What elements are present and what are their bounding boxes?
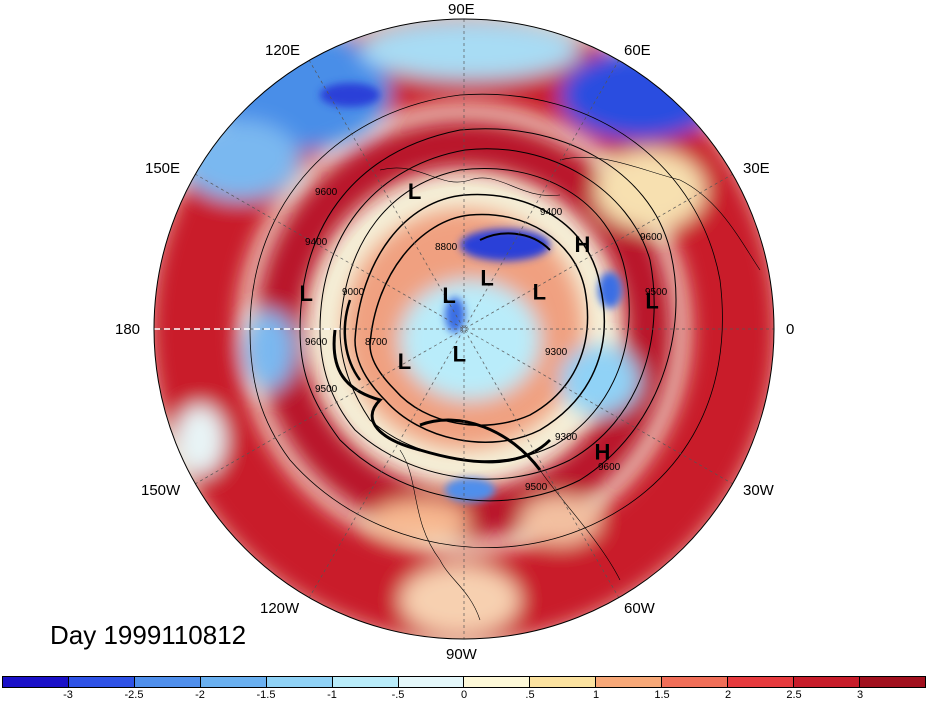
colorbar-segment: [200, 677, 267, 687]
colorbar-segment: [398, 677, 465, 687]
low-pressure-marker: L: [645, 288, 658, 313]
height-contour: [249, 93, 723, 548]
high-pressure-marker: H: [594, 439, 610, 464]
low-pressure-marker: L: [299, 281, 312, 306]
lon-label-60w: 60W: [624, 600, 656, 617]
coastline: [559, 157, 761, 271]
height-contour: [332, 329, 552, 464]
longitude-labels: 90E 60E 30E 0 30W 60W 90W 120W 150W 180 …: [115, 1, 794, 663]
colorbar-segment: [728, 677, 795, 687]
height-contour: [343, 299, 362, 381]
colorbar-segment: [662, 677, 729, 687]
colorbar-tick-label: 2.5: [786, 689, 802, 701]
high-pressure-marker: H: [574, 232, 590, 257]
lon-label-120w: 120W: [260, 600, 300, 617]
contour-label: 9600: [640, 232, 663, 243]
contour-label: 9600: [305, 337, 328, 348]
contour-label: 9300: [555, 432, 578, 443]
lon-label-0: 0: [786, 321, 794, 338]
map-boundary: [153, 18, 775, 640]
colorbar-tick-label: 0: [460, 689, 468, 701]
colorbar-tick-label: -3: [63, 689, 73, 701]
height-contour: [319, 148, 655, 480]
colorbar-ticks: -3 -2.5 -2 -1.5 -1 -.5 0 .5 1 1.5 2 2.5 3: [2, 689, 926, 703]
coastline: [379, 167, 561, 196]
map-title: Day 1999110812: [50, 620, 247, 650]
colorbar-tick-label: 1.5: [654, 689, 670, 701]
lon-label-90e: 90E: [448, 1, 475, 18]
coastline: [399, 449, 481, 621]
colorbar-tick-label: .5: [525, 689, 535, 701]
colorbar-segment: [68, 677, 135, 687]
contour-label: 9500: [525, 482, 548, 493]
contour-label: 9300: [545, 347, 568, 358]
meridian-line: [308, 59, 620, 599]
height-contour: [354, 193, 606, 443]
height-contour: [419, 418, 542, 471]
colorbar-segment: [134, 677, 201, 687]
colorbar-segment: [464, 677, 531, 687]
height-contours: [249, 93, 761, 621]
colorbar-segment: [859, 677, 925, 687]
colorbar-tick-label: -1: [327, 689, 337, 701]
lon-label-180: 180: [115, 321, 140, 338]
lon-label-60e: 60E: [624, 42, 651, 59]
colorbar-tick-label: 1: [592, 689, 600, 701]
lon-label-120e: 120E: [265, 42, 300, 59]
contour-label: 9400: [540, 207, 563, 218]
colorbar-tick-label: -2.5: [124, 689, 144, 701]
colorbar: [2, 676, 926, 688]
contour-label: 9500: [315, 384, 338, 395]
coastline: [539, 469, 621, 581]
contour-label: 8700: [365, 337, 388, 348]
contour-label: 9400: [305, 237, 328, 248]
lon-label-30e: 30E: [743, 160, 770, 177]
height-contour: [299, 128, 677, 502]
colorbar-tick-label: -2: [195, 689, 205, 701]
low-pressure-marker: L: [398, 349, 411, 374]
low-pressure-marker: L: [480, 265, 493, 290]
height-contour: [369, 213, 589, 426]
colorbar-tick-label: 2: [724, 689, 732, 701]
anomaly-field: [154, 19, 774, 639]
colorbar-tick-label: -1.5: [256, 689, 276, 701]
colorbar-segment: [266, 677, 333, 687]
contour-label: 9000: [342, 287, 365, 298]
meridian-line: [194, 173, 734, 485]
colorbar-tick-label: 3: [856, 689, 864, 701]
colorbar-tick-label: -.5: [391, 689, 405, 701]
low-pressure-marker: L: [442, 283, 455, 308]
lon-label-150w: 150W: [141, 482, 181, 499]
low-pressure-marker: L: [408, 179, 421, 204]
contour-label: 9600: [315, 187, 338, 198]
lon-label-150e: 150E: [145, 160, 180, 177]
contour-label: 9600: [598, 462, 621, 473]
colorbar-segment: [3, 677, 69, 687]
low-pressure-marker: L: [533, 280, 546, 305]
height-contour: [479, 232, 551, 251]
meridian-line: [194, 173, 734, 485]
colorbar-segment: [596, 677, 663, 687]
meridian-line: [308, 59, 620, 599]
lon-label-30w: 30W: [743, 482, 775, 499]
contour-label: 8800: [435, 242, 458, 253]
colorbar-segment: [332, 677, 399, 687]
lon-label-90w: 90W: [446, 646, 478, 663]
contour-label: 9500: [645, 287, 668, 298]
contour-label-group: 9600 9500 9400 9300 9000 8700 8800 9600 …: [305, 187, 668, 493]
colorbar-segment: [530, 677, 597, 687]
low-pressure-marker: L: [453, 342, 466, 367]
colorbar-segment: [794, 677, 860, 687]
